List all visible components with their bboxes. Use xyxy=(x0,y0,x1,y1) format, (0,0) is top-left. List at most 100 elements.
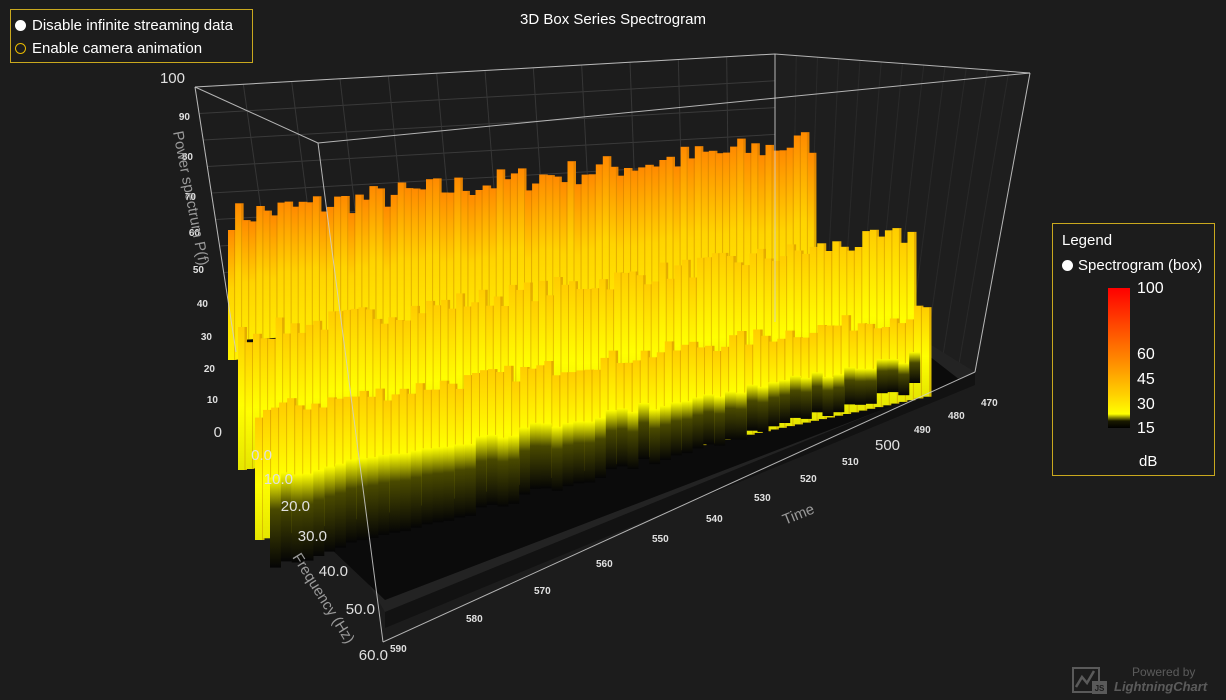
spectrogram-box xyxy=(461,190,470,349)
spectrogram-box xyxy=(295,405,305,532)
spectrogram-box xyxy=(670,402,682,456)
spectrogram-box xyxy=(355,194,364,354)
spectrogram-box xyxy=(638,403,650,459)
spectrogram-box xyxy=(638,167,647,340)
spectrogram-box xyxy=(574,184,583,343)
spectrogram-box xyxy=(263,210,272,359)
spectrogram-box xyxy=(284,201,294,358)
spectrogram-box xyxy=(764,258,774,400)
spectrogram-box xyxy=(584,289,593,424)
spectrogram-box xyxy=(900,242,909,382)
spectrogram-box xyxy=(463,306,473,440)
streaming-toggle[interactable]: Disable infinite streaming data xyxy=(15,14,252,37)
y-tick-label: 80 xyxy=(182,152,194,163)
spectrogram-box xyxy=(779,256,789,398)
y-tick-label: 100 xyxy=(160,70,185,87)
spectrogram-box xyxy=(632,360,643,459)
spectrogram-box xyxy=(609,166,619,341)
spectrogram-box xyxy=(832,241,842,391)
spectrogram-box xyxy=(319,407,329,527)
spectrogram-box xyxy=(516,289,526,433)
spectrogram-box xyxy=(441,299,451,443)
axis-frame xyxy=(194,53,1031,643)
spectrogram-box xyxy=(291,206,301,357)
spectrogram-box xyxy=(280,472,292,562)
spectrogram-box xyxy=(440,192,449,350)
spectrogram-box xyxy=(421,448,433,525)
time-axis-title: Time xyxy=(780,501,817,529)
spectrogram-box xyxy=(869,229,879,386)
camera-animation-label: Enable camera animation xyxy=(32,40,203,57)
spectrogram-box xyxy=(358,307,368,454)
spectrogram-box xyxy=(664,341,675,452)
spectrogram-box xyxy=(877,236,887,385)
streaming-toggle-label: Disable infinite streaming data xyxy=(32,17,233,34)
freq-tick-label: 30.0 xyxy=(298,528,327,545)
unchecked-radio-icon xyxy=(15,43,26,54)
spectrogram-box xyxy=(536,365,546,480)
spectrogram-box xyxy=(887,359,899,393)
spectrogram-box xyxy=(624,362,635,461)
spectrogram-box xyxy=(753,329,763,433)
spectrogram-box xyxy=(399,388,410,509)
spectrogram-box xyxy=(681,259,691,411)
time-tick-label: 590 xyxy=(390,644,407,655)
spectrogram-box xyxy=(681,401,693,454)
legend-title: Legend xyxy=(1062,232,1113,249)
legend-tick: 15 xyxy=(1137,420,1155,437)
spectrogram-box xyxy=(648,357,659,456)
spectrogram-box xyxy=(841,315,852,414)
y-tick-label: 70 xyxy=(185,192,197,203)
spectrogram-box xyxy=(539,174,548,345)
spectrogram-box xyxy=(892,228,902,383)
legend-dot-icon xyxy=(1062,260,1073,271)
spectrogram-box xyxy=(809,246,819,394)
time-tick-label: 540 xyxy=(706,514,723,525)
spectrogram-box xyxy=(356,458,368,541)
spectrogram-box xyxy=(817,325,827,420)
spectrogram-box xyxy=(711,253,721,407)
y-axis-title: Power spectrum P(f) xyxy=(169,130,212,267)
color-scale-bar xyxy=(1108,288,1130,428)
time-tick-label: 560 xyxy=(596,559,613,570)
spectrogram-box xyxy=(833,325,844,416)
spectrogram-box xyxy=(530,422,541,489)
spectrogram-box xyxy=(447,192,456,349)
spectrogram-box xyxy=(463,375,474,496)
spectrogram-box xyxy=(320,329,330,459)
spectrogram-box xyxy=(694,146,704,337)
legend-entry-label: Spectrogram (box) xyxy=(1078,257,1203,274)
spectrogram-box xyxy=(311,403,321,528)
spectrogram-box xyxy=(897,323,908,402)
spectrogram-front-rows xyxy=(238,228,932,568)
freq-tick-label: 60.0 xyxy=(359,647,388,664)
spectrogram-box xyxy=(415,383,426,506)
spectrogram-box xyxy=(418,313,428,446)
spectrogram-box xyxy=(404,188,414,351)
spectrogram-box xyxy=(419,189,428,351)
spectrogram-box xyxy=(538,280,548,430)
spectrogram-box xyxy=(660,406,671,460)
spectrogram-box xyxy=(531,301,541,431)
legend-entry[interactable]: Spectrogram (box) xyxy=(1062,257,1202,274)
spectrogram-box xyxy=(696,257,706,409)
watermark: JS Powered by LightningChart xyxy=(1072,663,1212,697)
spectrogram-box xyxy=(884,230,894,384)
y-tick-label: 90 xyxy=(179,112,191,123)
spectrogram-box xyxy=(854,247,864,388)
spectrogram-box xyxy=(749,253,759,402)
spectrogram-box xyxy=(621,272,631,419)
spectrogram-box xyxy=(287,398,297,534)
spectrogram-box xyxy=(787,244,797,397)
lightningchart-logo-icon: JS xyxy=(1072,667,1107,694)
spectrogram-box xyxy=(680,344,691,449)
spectrogram-box xyxy=(439,380,450,501)
spectrogram-box xyxy=(552,375,562,477)
spectrogram-box xyxy=(617,175,626,341)
spectrogram-box xyxy=(518,168,527,346)
camera-animation-toggle[interactable]: Enable camera animation xyxy=(15,37,252,60)
spectrogram-box xyxy=(568,372,578,473)
spectrogram-box xyxy=(744,152,753,334)
spectrogram-box xyxy=(692,397,704,449)
